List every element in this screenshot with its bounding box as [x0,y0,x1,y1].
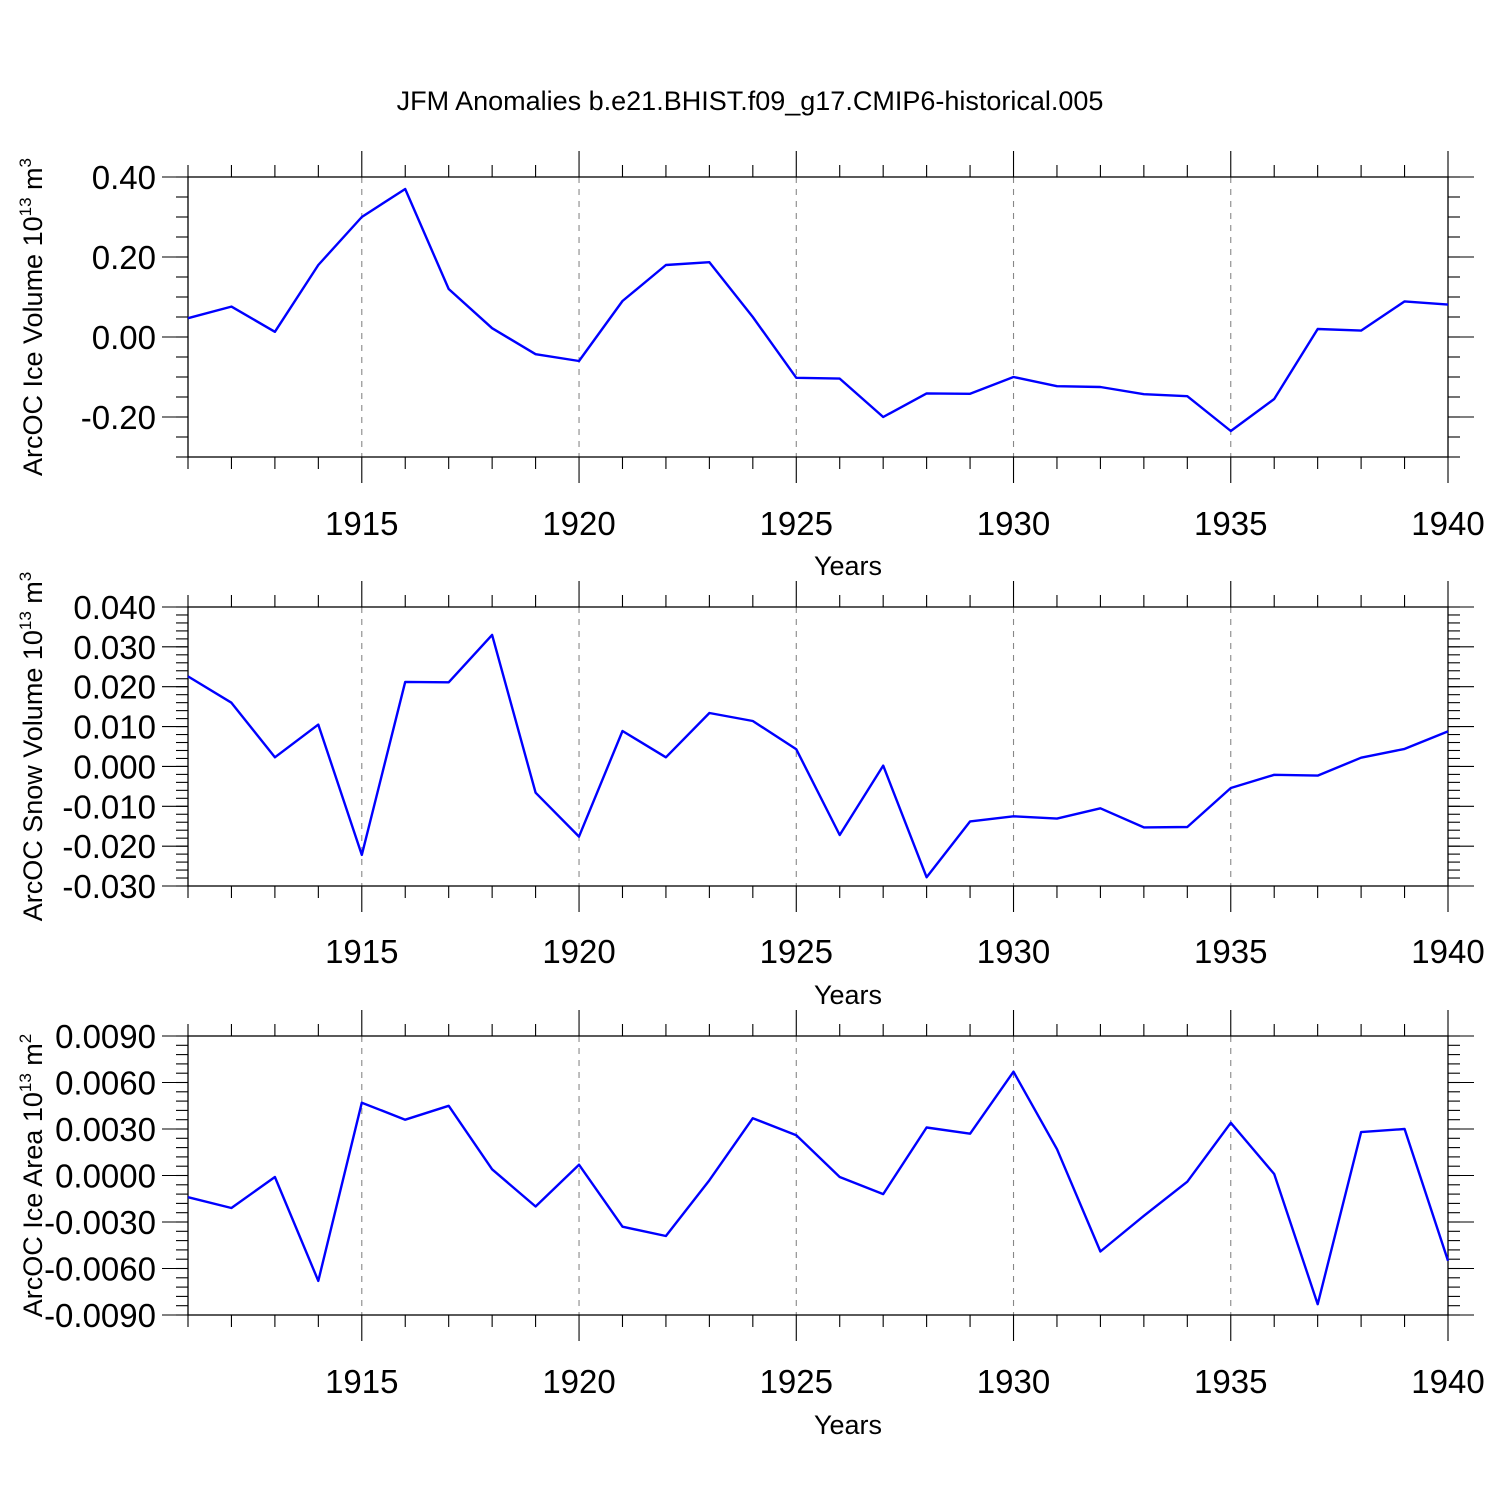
series-line [187,633,1449,879]
x-tick-label: 1915 [325,1363,398,1400]
x-tick-label: 1915 [325,505,398,542]
x-tick-label: 1940 [1411,505,1484,542]
x-axis-title: Years [814,980,882,1010]
y-axis-title: ArcOC Snow Volume 1013 m3 [16,572,48,922]
x-tick-label: 1915 [325,933,398,970]
x-tick-label: 1920 [542,933,615,970]
series-line [187,1070,1450,1306]
y-tick-label: 0.0030 [55,1111,156,1148]
y-tick-label: 0.010 [73,709,156,746]
x-tick-label: 1940 [1411,933,1484,970]
y-tick-label: 0.020 [73,669,156,706]
y-tick-label: 0.030 [73,629,156,666]
x-tick-label: 1920 [542,505,615,542]
x-tick-label: 1925 [760,505,833,542]
x-tick-label: 1930 [977,505,1050,542]
panels: 0.40 0.20 0.00 -0.20 1915 1920 1925 1930 1935 194… [16,151,1485,1440]
y-tick-label: -0.20 [81,399,156,436]
plot-frame [187,176,1449,458]
y-tick-label: 0.0090 [55,1018,156,1055]
y-tick-label: 0.20 [92,239,156,276]
y-tick-label: 0.000 [73,748,156,785]
figure-title: JFM Anomalies b.e21.BHIST.f09_g17.CMIP6-… [397,86,1104,116]
y-tick-label: 0.40 [92,159,156,196]
y-tick-label: -0.030 [62,868,156,905]
x-tick-label: 1935 [1194,505,1267,542]
y-tick-label: 0.040 [73,589,156,626]
x-axis-title: Years [814,1410,882,1440]
plot-frame [187,1035,1449,1316]
y-tick-label: -0.0090 [44,1297,156,1334]
y-tick-label: -0.020 [62,828,156,865]
x-tick-label: 1920 [542,1363,615,1400]
y-tick-label: 0.0000 [55,1158,156,1195]
y-tick-label: 0.0060 [55,1065,156,1102]
x-tick-label: 1930 [977,1363,1050,1400]
x-tick-label: 1940 [1411,1363,1484,1400]
y-tick-label: -0.0060 [44,1251,156,1288]
panel-3: 0.0090 0.0060 0.0030 0.0000 -0.0030 -0.0060 -0… [16,1010,1485,1440]
panel-2: 0.0400.0300.0200.0100.000-0.010-0.020-0.… [16,572,1485,1010]
plot-frame [187,606,1449,887]
y-axis-title: ArcOC Ice Volume 1013 m3 [16,158,48,476]
x-tick-label: 1925 [760,933,833,970]
y-axis-title: ArcOC Ice Area 1013 m2 [16,1034,48,1318]
y-tick-label: -0.0030 [44,1204,156,1241]
series-line [187,187,1449,433]
x-axis-title: Years [814,551,882,581]
panel-1: 0.40 0.20 0.00 -0.20 1915 1920 1925 1930 1935 194… [16,151,1485,581]
y-tick-label: 0.00 [92,319,156,356]
x-tick-label: 1925 [760,1363,833,1400]
x-tick-label: 1935 [1194,933,1267,970]
x-tick-label: 1935 [1194,1363,1267,1400]
x-tick-label: 1930 [977,933,1050,970]
y-tick-label: -0.010 [62,788,156,825]
